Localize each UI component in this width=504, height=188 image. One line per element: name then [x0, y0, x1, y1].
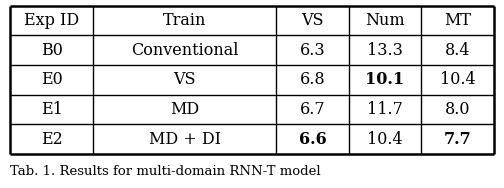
Text: B0: B0	[41, 42, 62, 59]
Text: 10.4: 10.4	[367, 131, 403, 148]
Text: 8.0: 8.0	[445, 101, 470, 118]
Text: MT: MT	[444, 12, 471, 29]
Text: MD: MD	[170, 101, 200, 118]
Text: 11.7: 11.7	[367, 101, 403, 118]
Text: 13.3: 13.3	[367, 42, 403, 59]
Text: Tab. 1. Results for multi-domain RNN-T model: Tab. 1. Results for multi-domain RNN-T m…	[10, 164, 321, 178]
Text: 6.8: 6.8	[300, 71, 325, 88]
Text: 6.7: 6.7	[300, 101, 325, 118]
Text: Num: Num	[365, 12, 405, 29]
Text: 7.7: 7.7	[444, 131, 472, 148]
Text: 8.4: 8.4	[445, 42, 470, 59]
Text: E2: E2	[41, 131, 62, 148]
Text: VS: VS	[301, 12, 324, 29]
Text: 10.1: 10.1	[365, 71, 405, 88]
Text: E1: E1	[41, 101, 62, 118]
Text: 6.3: 6.3	[300, 42, 325, 59]
Text: Conventional: Conventional	[131, 42, 238, 59]
Text: E0: E0	[41, 71, 62, 88]
Text: VS: VS	[173, 71, 196, 88]
Text: Exp ID: Exp ID	[24, 12, 79, 29]
Text: 10.4: 10.4	[440, 71, 475, 88]
Text: 6.6: 6.6	[298, 131, 327, 148]
Text: Train: Train	[163, 12, 207, 29]
Text: MD + DI: MD + DI	[149, 131, 221, 148]
